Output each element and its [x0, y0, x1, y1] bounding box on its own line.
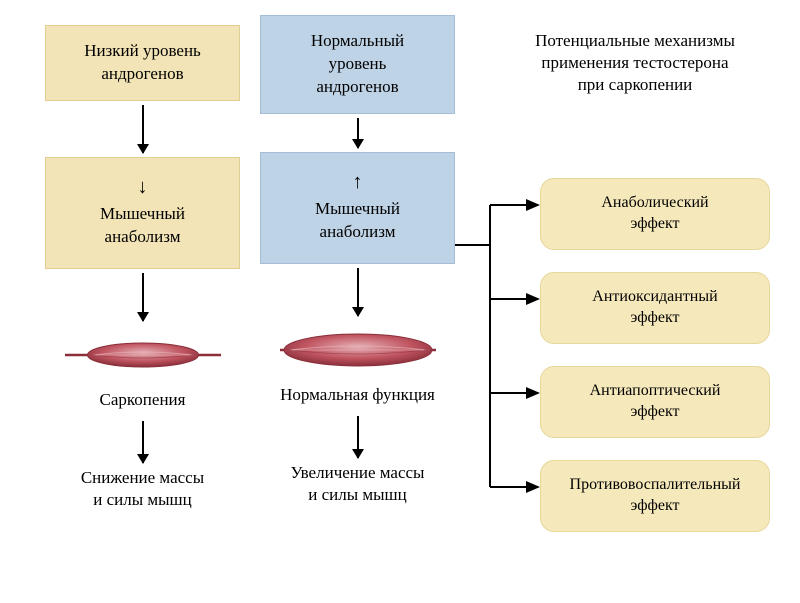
anabolism-increase-arrow-icon: ↑ [353, 172, 363, 192]
arrow-down-icon [142, 421, 144, 463]
center-box2-l2: анаболизм [320, 221, 396, 244]
center-box2-l1: Мышечный [315, 198, 400, 221]
effect-l2: эффект [557, 308, 753, 329]
arrow-down-icon [357, 416, 359, 458]
effect-l2: эффект [557, 402, 753, 423]
muscle-small-icon [63, 331, 223, 379]
center-box1-l3: андрогенов [316, 76, 398, 99]
effect-l2: эффект [557, 214, 753, 235]
diagram-title: Потенциальные механизмы применения тесто… [500, 30, 770, 96]
center-box1-l1: Нормальный [311, 30, 404, 53]
effect-box: Антиапоптическийэффект [540, 366, 770, 438]
effect-box: Анаболическийэффект [540, 178, 770, 250]
center-box1-l2: уровень [329, 53, 387, 76]
label-mass-decrease: Снижение массы и силы мышц [81, 467, 204, 511]
box-low-androgen-level: Низкий уровень андрогенов [45, 25, 240, 101]
box-muscle-anabolism-normal: ↑ Мышечный анаболизм [260, 152, 455, 264]
box-muscle-anabolism-low: ↓ Мышечный анаболизм [45, 157, 240, 269]
effect-l1: Анаболический [557, 193, 753, 214]
center-result-l1: Увеличение массы [291, 462, 425, 484]
left-box2-l2: анаболизм [105, 226, 181, 249]
effect-box: Противовоспалительныйэффект [540, 460, 770, 532]
anabolism-decrease-arrow-icon: ↓ [138, 177, 148, 197]
arrow-down-icon [142, 273, 144, 321]
label-sarcopenia: Саркопения [100, 389, 186, 411]
col-low-androgens: Низкий уровень андрогенов ↓ Мышечный ана… [45, 25, 240, 511]
label-normal-function: Нормальная функция [280, 384, 435, 406]
effect-l1: Антиоксидантный [557, 287, 753, 308]
col-normal-androgens: Нормальный уровень андрогенов ↑ Мышечный… [260, 15, 455, 506]
left-result-l2: и силы мышц [81, 489, 204, 511]
center-result-l2: и силы мышц [291, 484, 425, 506]
effect-l1: Противовоспалительный [557, 475, 753, 496]
arrow-down-icon [357, 268, 359, 316]
effect-box: Антиоксидантныйэффект [540, 272, 770, 344]
box-normal-androgen-level: Нормальный уровень андрогенов [260, 15, 455, 114]
effect-l1: Антиапоптический [557, 381, 753, 402]
label-mass-increase: Увеличение массы и силы мышц [291, 462, 425, 506]
effect-l2: эффект [557, 496, 753, 517]
title-l3: при саркопении [500, 74, 770, 96]
title-l1: Потенциальные механизмы [500, 30, 770, 52]
left-box1-l1: Низкий уровень [84, 40, 201, 63]
left-box2-l1: Мышечный [100, 203, 185, 226]
left-box1-l2: андрогенов [101, 63, 183, 86]
left-result-l1: Снижение массы [81, 467, 204, 489]
arrow-down-icon [142, 105, 144, 153]
title-l2: применения тестостерона [500, 52, 770, 74]
arrow-down-icon [357, 118, 359, 148]
muscle-normal-icon [278, 326, 438, 374]
